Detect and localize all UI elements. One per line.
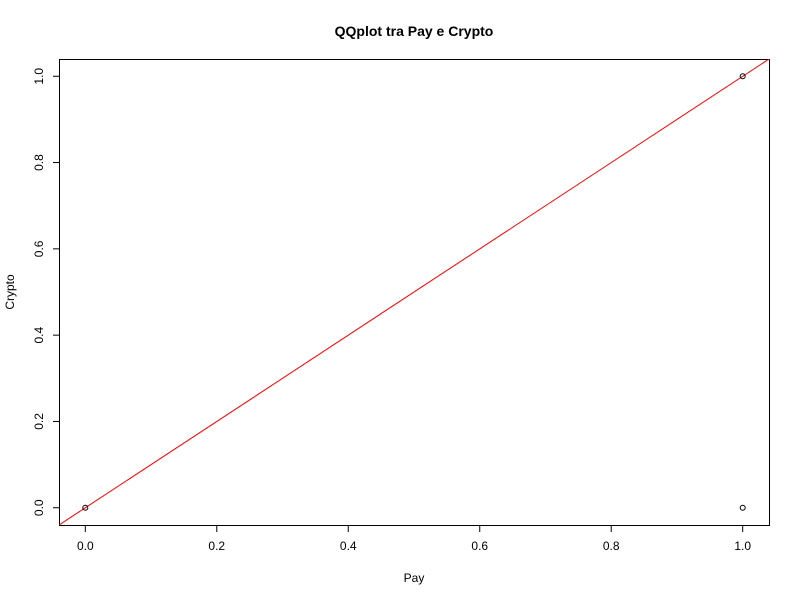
x-tick-label: 0.4 [340, 539, 357, 553]
data-point [739, 73, 746, 80]
y-tick-label: 0.6 [32, 240, 46, 257]
y-tick-label: 0.4 [32, 326, 46, 343]
y-tick-label: 0.2 [32, 413, 46, 430]
data-point [82, 504, 89, 511]
y-tick-label: 1.0 [32, 68, 46, 85]
x-tick-label: 1.0 [734, 539, 751, 553]
x-tick-label: 0.8 [603, 539, 620, 553]
plot-frame [59, 59, 770, 526]
chart-title: QQplot tra Pay e Crypto [335, 23, 494, 39]
x-tick-label: 0.0 [77, 539, 94, 553]
y-tick-label: 0.8 [32, 154, 46, 171]
reference-line [59, 59, 769, 525]
x-tick-label: 0.6 [471, 539, 488, 553]
x-tick-label: 0.2 [208, 539, 225, 553]
plot-area: 0.0 0.2 0.4 0.6 0.8 1.0 0.0 0.2 0.4 0.6 0.8 1.0 [32, 59, 770, 553]
data-point [739, 504, 746, 511]
y-axis-label: Crypto [3, 274, 17, 310]
x-axis-label: Pay [404, 571, 425, 585]
y-tick-label: 0.0 [32, 499, 46, 516]
